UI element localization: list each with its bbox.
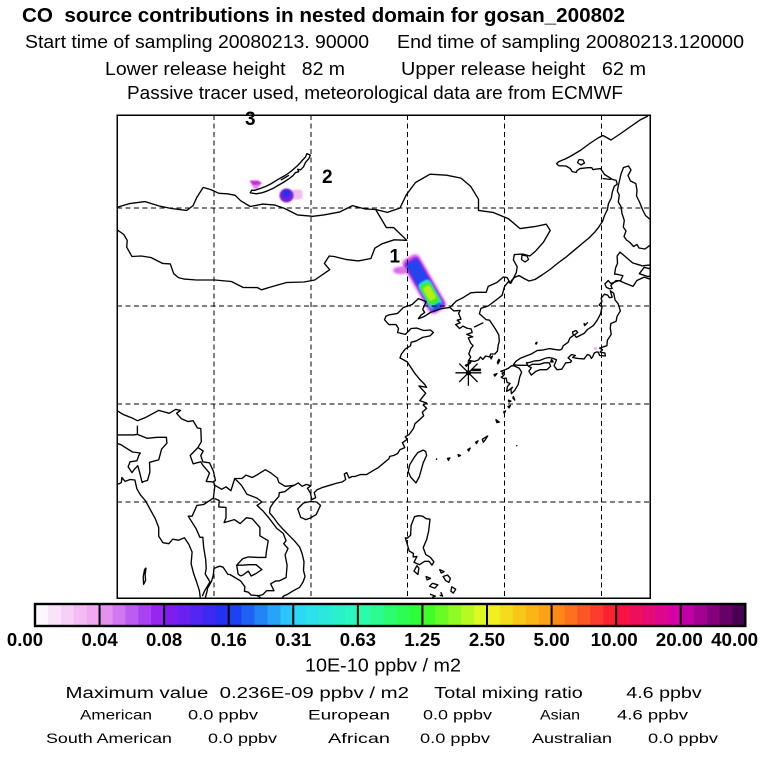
svg-text:0.0 ppbv: 0.0 ppbv bbox=[423, 707, 492, 723]
svg-text:2: 2 bbox=[322, 167, 333, 188]
svg-text:American: American bbox=[80, 707, 152, 723]
svg-text:2.50: 2.50 bbox=[469, 629, 505, 650]
svg-text:0.0 ppbv: 0.0 ppbv bbox=[208, 730, 277, 746]
svg-text:0.04: 0.04 bbox=[82, 629, 119, 650]
svg-text:Maximum value 0.236E-09 ppbv: Maximum value 0.236E-09 ppbv / m2 bbox=[66, 685, 410, 702]
svg-text:Asian: Asian bbox=[540, 707, 580, 723]
svg-text:1.25: 1.25 bbox=[404, 629, 440, 650]
svg-text:0.0 ppbv: 0.0 ppbv bbox=[188, 707, 258, 723]
svg-text:Total mixing ratio: Total mixing ratio bbox=[434, 685, 583, 702]
svg-text:Start time of sampling 2008021: Start time of sampling 20080213. 90000 bbox=[25, 32, 369, 52]
svg-text:0.63: 0.63 bbox=[340, 629, 376, 650]
svg-text:10.00: 10.00 bbox=[591, 629, 638, 650]
svg-text:African: African bbox=[328, 730, 390, 746]
svg-text:0.08: 0.08 bbox=[146, 629, 182, 650]
svg-text:5.00: 5.00 bbox=[534, 629, 570, 650]
svg-text:10E-10 ppbv / m2: 10E-10 ppbv / m2 bbox=[305, 655, 461, 676]
svg-text:Upper release height 62 m: Upper release height 62 m bbox=[401, 59, 646, 79]
svg-text:Passive tracer used, meteorolo: Passive tracer used, meteorological data… bbox=[127, 83, 623, 103]
svg-text:Australian: Australian bbox=[532, 730, 612, 746]
svg-text:20.00: 20.00 bbox=[656, 629, 703, 650]
svg-text:40.00: 40.00 bbox=[711, 629, 758, 650]
svg-text:0.31: 0.31 bbox=[275, 629, 311, 650]
svg-text:4.6 ppbv: 4.6 ppbv bbox=[626, 685, 702, 702]
svg-text:1: 1 bbox=[390, 247, 401, 268]
svg-text:3: 3 bbox=[245, 109, 256, 130]
svg-text:0.00: 0.00 bbox=[7, 629, 43, 650]
svg-text:CO source contributions in ne: CO source contributions in nested domain… bbox=[22, 5, 625, 27]
svg-text:South American: South American bbox=[46, 730, 172, 746]
svg-text:Lower release height 82 m: Lower release height 82 m bbox=[105, 59, 345, 79]
svg-text:0.0 ppbv: 0.0 ppbv bbox=[420, 730, 490, 746]
svg-text:0.16: 0.16 bbox=[211, 629, 247, 650]
svg-text:4.6 ppbv: 4.6 ppbv bbox=[617, 707, 688, 723]
svg-text:European: European bbox=[308, 707, 390, 723]
svg-text:End time of sampling 20080213.: End time of sampling 20080213.120000 bbox=[397, 32, 744, 52]
svg-text:0.0 ppbv: 0.0 ppbv bbox=[648, 730, 718, 746]
